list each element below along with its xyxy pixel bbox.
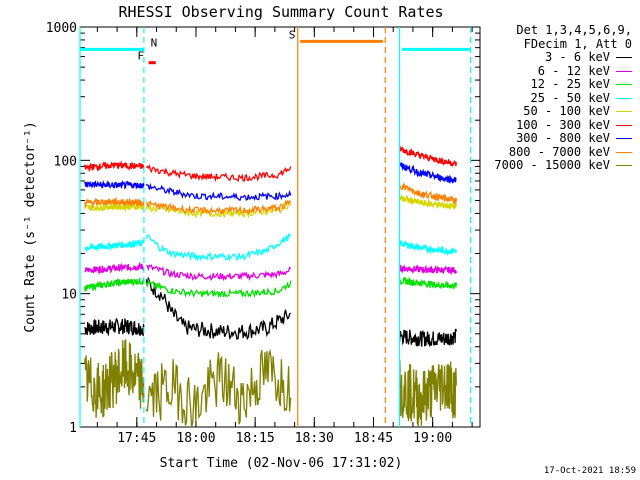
series-line bbox=[84, 317, 145, 337]
legend-swatch bbox=[616, 165, 632, 167]
legend-items: 3 - 6 keV 6 - 12 keV 12 - 25 keV 25 - 50 ke… bbox=[494, 50, 632, 173]
legend-swatch bbox=[616, 57, 632, 59]
legend-swatch bbox=[616, 151, 632, 153]
series-line bbox=[145, 348, 292, 428]
legend-header-2: FDecim 1, Att 0 bbox=[523, 36, 632, 51]
series-line bbox=[398, 193, 457, 211]
y-tick-label: 100 bbox=[54, 154, 77, 169]
axis-ticks: 1 10 100 1000 17:45 18:00 18:15 18:30 18:45 19:00 bbox=[46, 21, 480, 446]
x-tick-label: 19:00 bbox=[413, 431, 452, 446]
legend-entry: 800 - 7000 keV bbox=[494, 144, 632, 160]
series-line bbox=[398, 328, 457, 347]
y-axis-label: Count Rate (s⁻¹ detector⁻¹) bbox=[23, 121, 38, 332]
legend-label: 7000 - 15000 keV bbox=[494, 158, 610, 172]
series-line bbox=[398, 145, 457, 167]
y-tick-label: 10 bbox=[61, 288, 77, 303]
legend-entry: 300 - 800 keV bbox=[494, 131, 632, 146]
legend-swatch bbox=[616, 70, 632, 72]
legend-swatch bbox=[616, 84, 632, 86]
legend-swatch bbox=[616, 111, 632, 113]
series-line bbox=[398, 239, 457, 256]
legend-header-1: Det 1,3,4,5,6,9, bbox=[516, 23, 632, 37]
x-tick-label: 18:00 bbox=[176, 431, 215, 446]
flag-label: S bbox=[289, 28, 296, 41]
series-line bbox=[145, 201, 292, 219]
legend-swatch bbox=[616, 97, 632, 99]
legend-label: 50 - 100 keV bbox=[523, 104, 610, 118]
series-line bbox=[398, 181, 457, 206]
y-tick-label: 1000 bbox=[46, 21, 77, 36]
x-axis-label: Start Time (02-Nov-06 17:31:02) bbox=[160, 456, 403, 471]
x-tick-label: 17:45 bbox=[117, 431, 156, 446]
legend-label: 3 - 6 keV bbox=[544, 50, 610, 64]
series-line bbox=[84, 277, 145, 292]
series-group bbox=[84, 145, 457, 428]
series-line bbox=[84, 339, 145, 418]
legend-entry: 100 - 300 keV bbox=[494, 117, 632, 133]
legend-swatch bbox=[616, 124, 632, 126]
series-line bbox=[398, 276, 457, 290]
series-line bbox=[84, 239, 145, 253]
x-tick-label: 18:15 bbox=[236, 431, 275, 446]
series-line bbox=[84, 261, 145, 275]
series-line bbox=[146, 264, 292, 282]
x-tick-label: 18:45 bbox=[354, 431, 393, 446]
legend-label: 300 - 800 keV bbox=[516, 131, 610, 145]
series-line bbox=[84, 160, 145, 173]
y-tick-label: 1 bbox=[69, 421, 77, 436]
legend-label: 6 - 12 keV bbox=[537, 63, 610, 78]
series-line bbox=[399, 162, 457, 184]
legend-entry: 25 - 50 keV bbox=[494, 90, 632, 106]
flags-group: NF S bbox=[79, 27, 472, 427]
legend: Det 1,3,4,5,6,9, FDecim 1, Att 0 3 - 6 k… bbox=[494, 23, 632, 173]
legend-entry: 12 - 25 keV bbox=[494, 77, 632, 92]
series-line bbox=[145, 278, 292, 299]
series-line bbox=[398, 264, 457, 276]
generated-timestamp: 17-Oct-2021 18:59 bbox=[543, 466, 636, 476]
flag-label: F bbox=[137, 50, 144, 63]
x-tick-label: 18:30 bbox=[295, 431, 334, 446]
legend-swatch bbox=[616, 138, 632, 140]
legend-entry: 7000 - 15000 keV bbox=[494, 158, 632, 173]
flag-label: N bbox=[151, 36, 158, 49]
series-line bbox=[145, 164, 292, 183]
series-line bbox=[84, 197, 145, 208]
chart-title: RHESSI Observing Summary Count Rates bbox=[118, 3, 443, 21]
series-line bbox=[145, 277, 292, 341]
legend-label: 800 - 7000 keV bbox=[508, 144, 610, 159]
legend-label: 100 - 300 keV bbox=[516, 117, 610, 132]
legend-entry: 6 - 12 keV bbox=[494, 63, 632, 79]
series-line bbox=[145, 182, 292, 202]
legend-label: 25 - 50 keV bbox=[530, 90, 610, 105]
series-line bbox=[145, 232, 292, 262]
series-line bbox=[84, 179, 145, 190]
legend-entry: 3 - 6 keV bbox=[494, 50, 632, 65]
legend-label: 12 - 25 keV bbox=[530, 77, 610, 91]
legend-entry: 50 - 100 keV bbox=[494, 104, 632, 119]
series-line bbox=[398, 360, 457, 427]
series-line bbox=[145, 199, 292, 215]
